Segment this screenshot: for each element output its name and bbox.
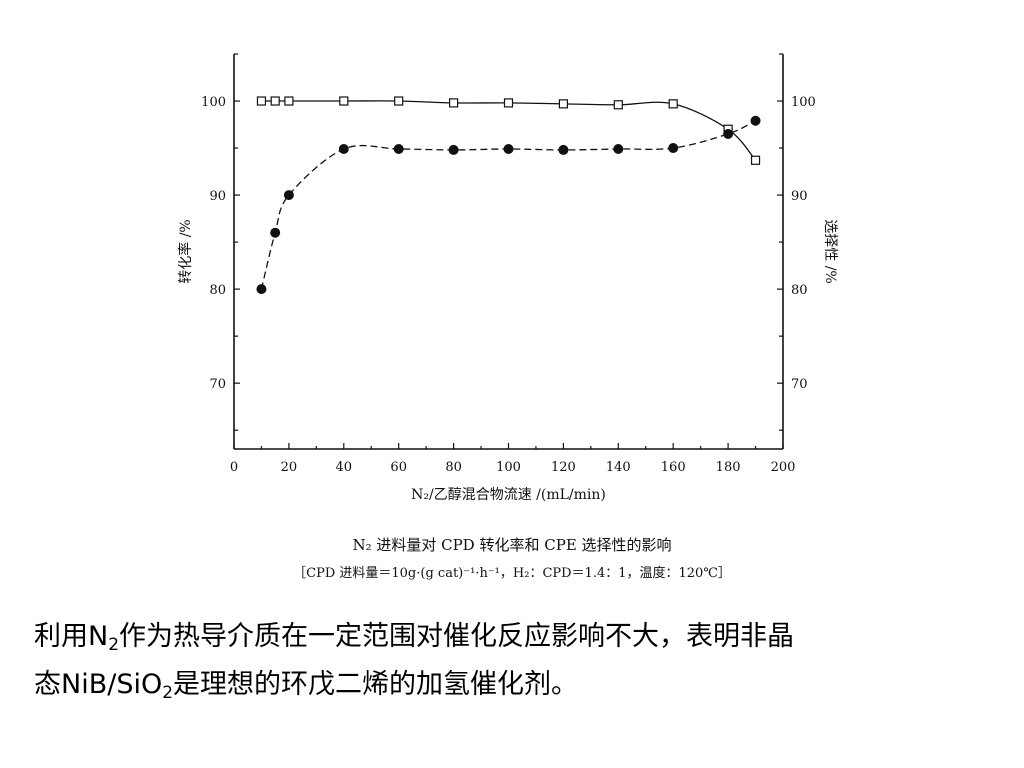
data-point-circle bbox=[338, 143, 349, 154]
y-axis-right: 70 80 90 100 bbox=[777, 53, 816, 431]
data-point-circle bbox=[256, 284, 267, 295]
body-text-segment: 利用N bbox=[34, 621, 109, 652]
x-tick-label: 160 bbox=[661, 460, 686, 475]
x-tick-label: 200 bbox=[771, 460, 796, 475]
body-text-segment: 是理想的环戊二烯的加氢催化剂。 bbox=[173, 669, 579, 700]
data-point-square bbox=[256, 96, 267, 106]
subscript: 2 bbox=[108, 635, 120, 655]
body-text-line-2: 态NiB/SiO2是理想的环戊二烯的加氢催化剂。 bbox=[34, 662, 579, 703]
y-axis-title-left: 转化率 /% bbox=[177, 219, 194, 283]
figure-caption-title: N₂ 进料量对 CPD 转化率和 CPE 选择性的影响 bbox=[352, 536, 672, 554]
data-point-circle bbox=[393, 143, 404, 154]
y-tick-label-right: 90 bbox=[791, 189, 808, 204]
y-tick-label-right: 100 bbox=[791, 95, 816, 110]
x-tick-label: 100 bbox=[496, 460, 521, 475]
y-axis-title-right: 选择性 /% bbox=[822, 219, 838, 283]
data-point-square bbox=[750, 155, 761, 165]
data-point-square bbox=[558, 99, 569, 109]
body-text-segment: 态NiB/SiO bbox=[34, 669, 163, 700]
x-tick-label: 140 bbox=[606, 460, 631, 475]
x-tick-label: 120 bbox=[551, 460, 576, 475]
body-text-line-1: 利用N2作为热导介质在一定范围对催化反应影响不大，表明非晶 bbox=[34, 614, 795, 655]
figure-caption-conditions: ［CPD 进料量＝10g·(g cat)⁻¹·h⁻¹，H₂：CPD＝1.4：1，… bbox=[293, 566, 731, 581]
data-point-circle bbox=[270, 227, 281, 238]
y-tick-label-right: 80 bbox=[791, 283, 808, 298]
x-tick-label: 60 bbox=[390, 460, 407, 475]
data-point-square bbox=[394, 96, 404, 106]
data-point-square bbox=[613, 100, 623, 110]
data-point-circle bbox=[558, 144, 569, 155]
data-point-square bbox=[668, 99, 678, 109]
x-axis: 0 20 40 60 80 100 120 140 160 180 200 bbox=[230, 443, 796, 475]
x-tick-label: 0 bbox=[230, 460, 238, 475]
y-tick-label-left: 90 bbox=[209, 189, 226, 204]
series-1 bbox=[256, 115, 761, 295]
x-tick-label: 80 bbox=[445, 460, 462, 475]
y-tick-label-right: 70 bbox=[791, 377, 808, 392]
data-point-circle bbox=[723, 128, 734, 139]
series-group bbox=[256, 96, 761, 295]
subscript: 2 bbox=[162, 683, 174, 703]
data-point-circle bbox=[503, 143, 514, 154]
y-tick-label-left: 70 bbox=[209, 377, 226, 392]
data-point-square bbox=[449, 98, 459, 108]
x-axis-title: N₂/乙醇混合物流速 /(mL/min) bbox=[411, 486, 606, 503]
x-tick-label: 40 bbox=[336, 460, 353, 475]
x-tick-label: 20 bbox=[281, 460, 298, 475]
y-tick-label-left: 100 bbox=[201, 95, 226, 110]
x-tick-label: 180 bbox=[716, 460, 741, 475]
data-point-circle bbox=[750, 115, 761, 126]
chart: 0 20 40 60 80 100 120 140 160 180 200 70 80 90 100 70… bbox=[177, 53, 838, 503]
data-point-square bbox=[270, 96, 280, 106]
data-point-square bbox=[503, 98, 514, 108]
y-axis-left: 70 80 90 100 bbox=[201, 53, 240, 431]
data-point-square bbox=[284, 96, 294, 106]
y-tick-label-left: 80 bbox=[209, 283, 226, 298]
data-point-square bbox=[339, 96, 349, 106]
data-point-circle bbox=[668, 143, 679, 154]
data-point-circle bbox=[613, 143, 624, 154]
data-point-circle bbox=[283, 190, 294, 201]
body-text-segment: 作为热导介质在一定范围对催化反应影响不大，表明非晶 bbox=[119, 621, 795, 652]
data-point-circle bbox=[448, 144, 459, 155]
series-0 bbox=[256, 96, 761, 165]
